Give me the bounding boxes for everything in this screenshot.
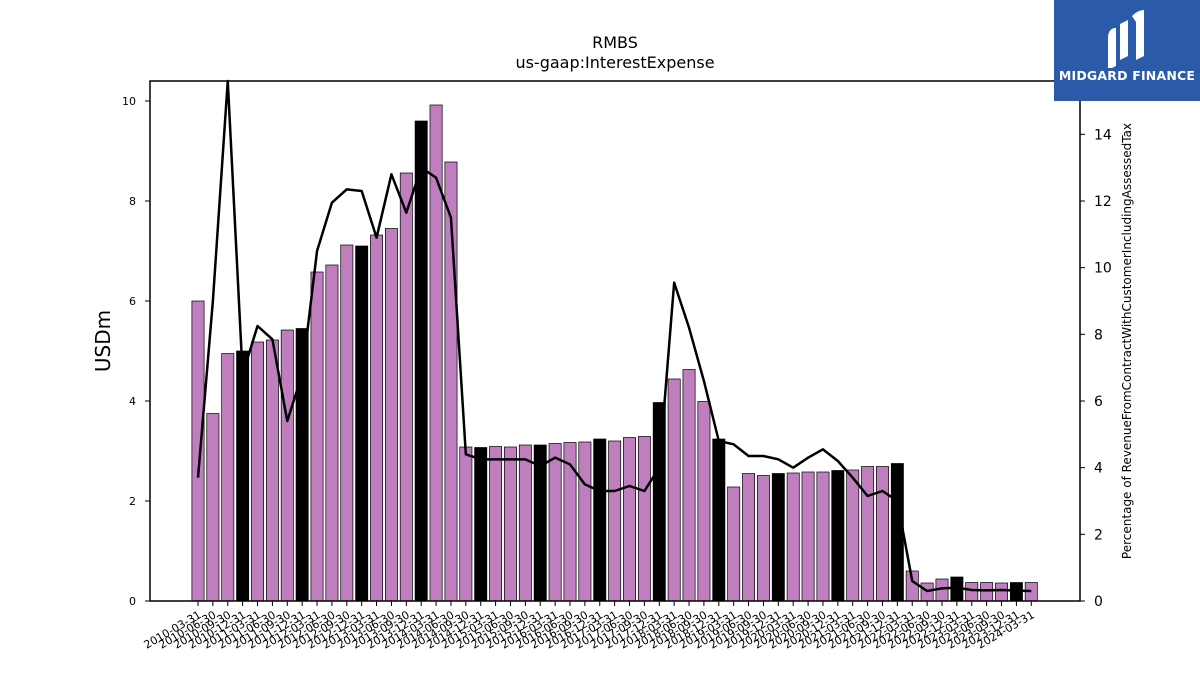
bar-2010-03-31 [191, 300, 205, 602]
bar-2020-03-31 [786, 472, 800, 602]
y-tick-label: 2 [129, 495, 136, 508]
bar-2018-03-31 [667, 378, 681, 602]
bar-2021-09-30 [876, 466, 889, 602]
bar-2021-12-31 [890, 463, 904, 602]
bar-2023-03-31 [965, 582, 979, 602]
y2-tick-label: 12 [1094, 194, 1112, 210]
bar-2020-12-31 [831, 470, 845, 602]
bar-2019-09-30 [756, 475, 770, 602]
y2-tick-label: 14 [1094, 127, 1112, 143]
y2-axis-label: Percentage of RevenueFromContractWithCus… [1120, 123, 1134, 559]
percentage-line [196, 79, 1032, 593]
y-tick-label: 10 [122, 95, 136, 108]
y2-tick-label: 4 [1094, 461, 1103, 477]
y2-tick-label: 10 [1094, 261, 1112, 277]
midgard-finance-logo: MIDGARD FINANCE [1054, 0, 1200, 101]
bar-2019-06-30 [742, 473, 756, 602]
logo-text: MIDGARD FINANCE [1058, 68, 1196, 83]
bar-2017-03-31 [608, 440, 622, 602]
y-tick-label: 4 [129, 395, 136, 408]
bar-2012-03-31 [310, 271, 324, 602]
logo-mark-icon [1108, 10, 1144, 68]
bar-2017-12-31 [652, 402, 666, 602]
y-axis-right: 0 2 4 6 8 10 12 14 [1080, 127, 1112, 610]
bar-2015-06-30 [504, 446, 517, 602]
y-tick-label: 0 [129, 595, 136, 608]
bar-2018-09-30 [697, 401, 711, 602]
bar-2011-06-30 [265, 339, 279, 602]
bar-2012-06-30 [325, 264, 339, 602]
bar-2011-09-30 [280, 329, 294, 602]
bar-2016-09-30 [578, 441, 592, 602]
bar-2014-09-30 [459, 446, 473, 602]
bar-2010-09-30 [221, 353, 235, 602]
bar-2023-09-30 [995, 582, 1008, 602]
bar-2020-06-30 [801, 471, 815, 602]
bar-2016-03-31 [548, 443, 562, 602]
y2-tick-label: 6 [1094, 394, 1103, 410]
bar-2014-12-31 [474, 447, 488, 602]
x-axis: 2010-03-312010-06-302010-09-302010-12-31… [142, 601, 1037, 652]
line-layer [196, 79, 1032, 593]
bar-2012-09-30 [340, 244, 354, 602]
y2-tick-label: 2 [1094, 527, 1103, 543]
bar-2020-09-30 [816, 471, 830, 602]
bar-2016-12-31 [593, 438, 607, 602]
bar-2023-06-30 [980, 582, 994, 602]
bar-2012-12-31 [355, 245, 369, 602]
bar-2019-12-31 [771, 473, 785, 602]
chart-title: RMBS [592, 33, 638, 52]
bar-2018-06-30 [682, 369, 696, 602]
bar-2013-09-30 [399, 172, 413, 602]
y-axis-label: USDm [91, 310, 115, 372]
chart-subtitle: us-gaap:InterestExpense [515, 53, 714, 72]
bar-2010-12-31 [236, 350, 250, 602]
bar-2017-09-30 [637, 436, 651, 602]
bar-2013-12-31 [414, 120, 428, 602]
bar-2013-03-31 [370, 234, 384, 602]
y2-tick-label: 0 [1094, 594, 1103, 610]
bar-2017-06-30 [623, 437, 636, 602]
bar-2010-06-30 [206, 413, 220, 602]
y-tick-label: 6 [129, 295, 136, 308]
y2-tick-label: 8 [1094, 327, 1103, 343]
bar-2015-09-30 [518, 444, 532, 602]
bar-2021-03-31 [846, 469, 860, 602]
bar-2018-12-31 [712, 438, 726, 602]
bar-2021-06-30 [861, 466, 875, 602]
bar-2019-03-31 [727, 486, 741, 602]
bar-2011-03-31 [251, 341, 264, 602]
bars-layer [191, 104, 1038, 602]
y-tick-label: 8 [129, 195, 136, 208]
bar-2015-12-31 [533, 444, 547, 602]
y-axis-left: 0 2 4 6 8 10 [122, 95, 150, 608]
bar-2015-03-31 [489, 446, 503, 602]
bar-2013-06-30 [384, 228, 398, 602]
